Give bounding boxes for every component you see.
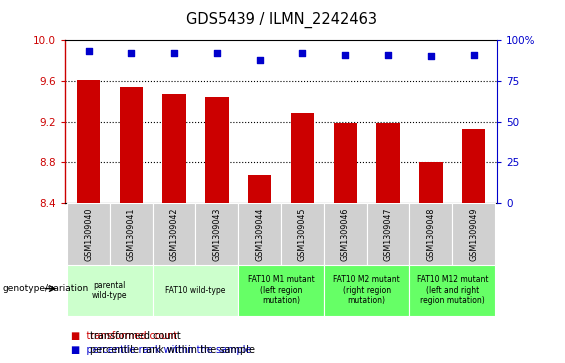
Point bbox=[427, 53, 436, 59]
Point bbox=[469, 52, 478, 58]
Bar bbox=[462, 129, 485, 203]
Bar bbox=[452, 203, 495, 265]
Bar bbox=[162, 94, 186, 203]
Text: GDS5439 / ILMN_2242463: GDS5439 / ILMN_2242463 bbox=[185, 12, 377, 28]
Bar bbox=[195, 203, 238, 265]
Bar bbox=[281, 203, 324, 265]
Text: parental
wild-type: parental wild-type bbox=[92, 281, 128, 300]
Text: FAT10 M2 mutant
(right region
mutation): FAT10 M2 mutant (right region mutation) bbox=[333, 276, 400, 305]
Bar bbox=[376, 123, 400, 203]
Bar bbox=[153, 265, 238, 316]
Text: FAT10 M1 mutant
(left region
mutation): FAT10 M1 mutant (left region mutation) bbox=[247, 276, 315, 305]
Bar bbox=[153, 203, 195, 265]
Bar bbox=[410, 203, 452, 265]
Bar bbox=[324, 203, 367, 265]
Point bbox=[384, 52, 393, 58]
Text: genotype/variation: genotype/variation bbox=[3, 284, 89, 293]
Bar bbox=[333, 123, 357, 203]
Text: percentile rank within the sample: percentile rank within the sample bbox=[90, 345, 255, 355]
Bar bbox=[410, 265, 495, 316]
Text: transformed count: transformed count bbox=[90, 331, 181, 341]
Text: ■  transformed count: ■ transformed count bbox=[71, 331, 177, 341]
Point bbox=[212, 50, 221, 56]
Bar bbox=[77, 80, 100, 203]
Bar bbox=[367, 203, 410, 265]
Bar bbox=[120, 87, 143, 203]
Text: GSM1309048: GSM1309048 bbox=[427, 207, 436, 261]
Text: FAT10 M12 mutant
(left and right
region mutation): FAT10 M12 mutant (left and right region … bbox=[416, 276, 488, 305]
Bar bbox=[205, 97, 229, 203]
Point bbox=[255, 57, 264, 62]
Bar bbox=[67, 203, 110, 265]
Point bbox=[84, 49, 93, 54]
Bar bbox=[238, 265, 324, 316]
Text: ■  percentile rank within the sample: ■ percentile rank within the sample bbox=[71, 345, 251, 355]
Point bbox=[341, 52, 350, 58]
Text: FAT10 wild-type: FAT10 wild-type bbox=[166, 286, 225, 295]
Point bbox=[127, 50, 136, 56]
Bar bbox=[419, 162, 442, 203]
Bar bbox=[291, 113, 314, 203]
Text: GSM1309047: GSM1309047 bbox=[384, 207, 393, 261]
Bar bbox=[238, 203, 281, 265]
Bar bbox=[110, 203, 153, 265]
Text: GSM1309044: GSM1309044 bbox=[255, 207, 264, 261]
Text: GSM1309042: GSM1309042 bbox=[170, 207, 179, 261]
Bar bbox=[324, 265, 410, 316]
Bar bbox=[67, 265, 153, 316]
Point bbox=[298, 50, 307, 56]
Bar bbox=[248, 175, 271, 203]
Text: GSM1309046: GSM1309046 bbox=[341, 207, 350, 261]
Text: GSM1309049: GSM1309049 bbox=[469, 207, 478, 261]
Text: GSM1309040: GSM1309040 bbox=[84, 207, 93, 261]
Point bbox=[170, 50, 179, 56]
Text: GSM1309043: GSM1309043 bbox=[212, 207, 221, 261]
Text: GSM1309041: GSM1309041 bbox=[127, 207, 136, 261]
Text: GSM1309045: GSM1309045 bbox=[298, 207, 307, 261]
